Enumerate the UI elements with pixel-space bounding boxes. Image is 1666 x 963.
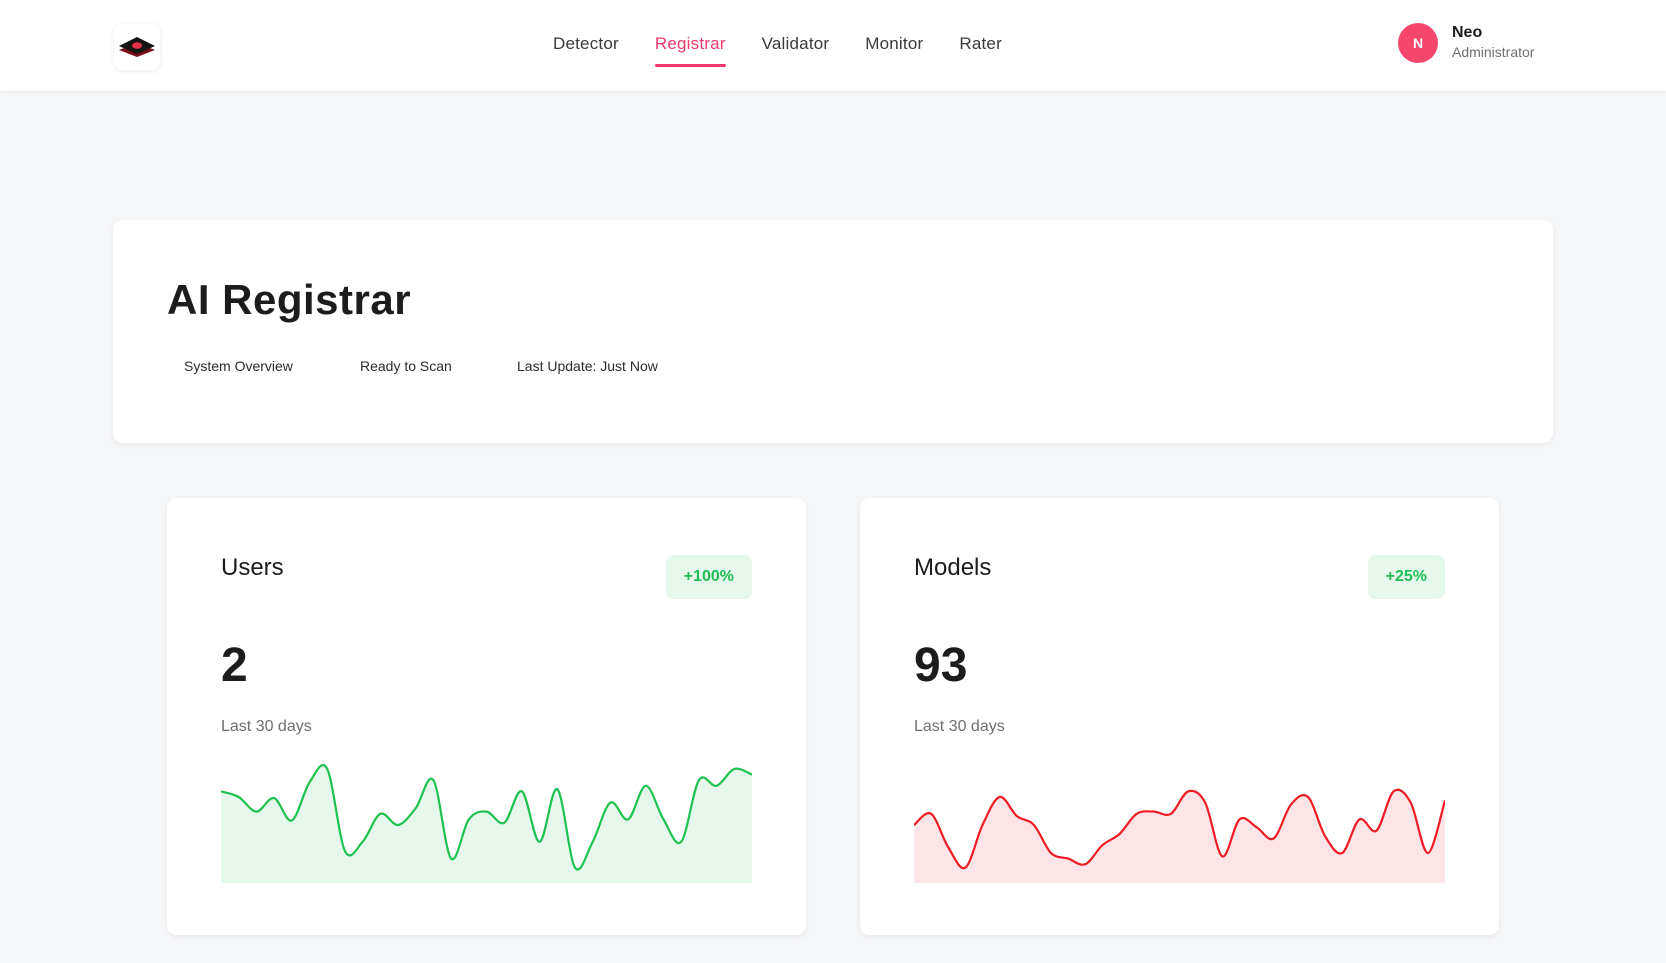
sparkline-area xyxy=(221,765,752,883)
meta-system-overview: System Overview xyxy=(184,358,293,374)
nav-item-rater[interactable]: Rater xyxy=(959,34,1002,53)
page-title: AI Registrar xyxy=(167,276,412,323)
page-header-card: AI Registrar System Overview Ready to Sc… xyxy=(113,220,1553,443)
avatar[interactable]: N xyxy=(1398,23,1438,63)
main-nav: Detector Registrar Validator Monitor Rat… xyxy=(553,0,1038,91)
nav-item-detector[interactable]: Detector xyxy=(553,34,619,53)
meta-scan-status: Ready to Scan xyxy=(360,358,452,374)
sparkline-line xyxy=(221,765,752,869)
stat-label: Users xyxy=(221,554,284,581)
models-stat-card: Models +25% 93 Last 30 days xyxy=(860,498,1499,935)
sparkline-line xyxy=(914,790,1445,868)
user-info: Neo Administrator xyxy=(1452,24,1534,62)
stat-period: Last 30 days xyxy=(914,718,1005,735)
models-sparkline-chart xyxy=(914,763,1445,883)
meta-last-update: Last Update: Just Now xyxy=(517,358,658,374)
top-navigation-bar: Detector Registrar Validator Monitor Rat… xyxy=(0,0,1666,91)
users-stat-card: Users +100% 2 Last 30 days xyxy=(167,498,806,935)
stat-value: 93 xyxy=(914,639,968,692)
change-badge: +25% xyxy=(1367,555,1445,599)
user-name: Neo xyxy=(1452,24,1483,41)
diamond-logo-icon xyxy=(119,37,155,57)
users-sparkline-chart xyxy=(221,763,752,883)
sparkline-area xyxy=(914,789,1445,883)
nav-item-validator[interactable]: Validator xyxy=(761,34,830,53)
stat-label: Models xyxy=(914,554,992,581)
stat-period: Last 30 days xyxy=(221,718,312,735)
nav-item-monitor[interactable]: Monitor xyxy=(865,34,924,53)
user-role: Administrator xyxy=(1452,44,1535,60)
app-logo[interactable] xyxy=(114,24,160,70)
user-menu[interactable]: N Neo Administrator xyxy=(1398,23,1534,63)
nav-item-registrar[interactable]: Registrar xyxy=(654,0,726,67)
stat-value: 2 xyxy=(221,639,248,692)
change-badge: +100% xyxy=(665,555,752,599)
